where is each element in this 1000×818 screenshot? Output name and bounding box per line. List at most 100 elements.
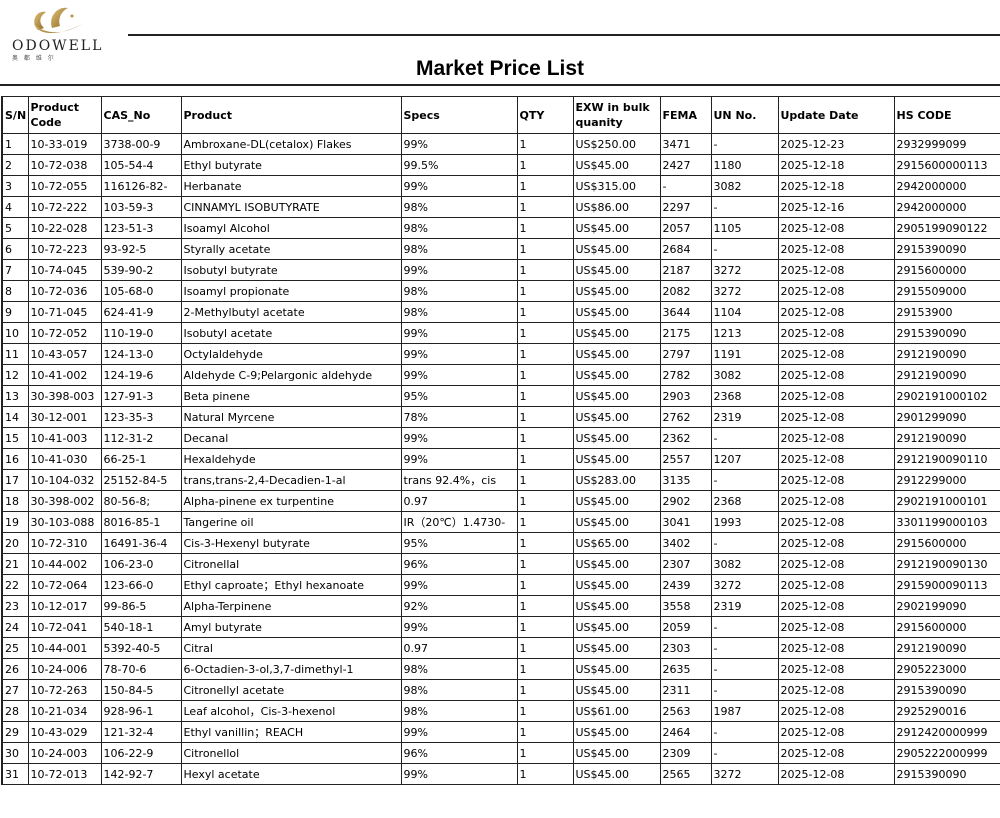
cell-product: Alpha-pinene ex turpentine: [180, 490, 402, 512]
cell-cas-no: 105-54-4: [100, 154, 182, 176]
cell-specs: 98%: [400, 280, 518, 302]
cell-un-no: 1993: [710, 511, 779, 533]
table-row: 7 10-74-045 539-90-2 Isobutyl butyrate 99% 1 U…: [1, 259, 1000, 281]
cell-sn: 6: [1, 238, 29, 260]
cell-exw-price: US$45.00: [572, 616, 661, 638]
cell-hs-code: 2942000000: [893, 175, 1000, 197]
cell-update-date: 2025-12-08: [777, 322, 895, 344]
cell-cas-no: 142-92-7: [100, 763, 182, 785]
cell-product-code: 10-72-222: [27, 196, 102, 218]
cell-sn: 5: [1, 217, 29, 239]
table-row: 5 10-22-028 123-51-3 Isoamyl Alcohol 98% 1 US$…: [1, 217, 1000, 239]
cell-exw-price: US$45.00: [572, 595, 661, 617]
cell-specs: 0.97: [400, 490, 518, 512]
cell-cas-no: 66-25-1: [100, 448, 182, 470]
cell-qty: 1: [516, 175, 574, 197]
cell-un-no: -: [710, 616, 779, 638]
cell-sn: 14: [1, 406, 29, 428]
cell-fema: 2362: [659, 427, 712, 449]
cell-exw-price: US$45.00: [572, 742, 661, 764]
cell-un-no: -: [710, 427, 779, 449]
cell-fema: 2762: [659, 406, 712, 428]
cell-product: Isobutyl butyrate: [180, 259, 402, 281]
cell-un-no: 3082: [710, 175, 779, 197]
cell-fema: 3644: [659, 301, 712, 323]
cell-specs: 95%: [400, 532, 518, 554]
cell-specs: trans 92.4%，cis: [400, 469, 518, 491]
table-row: 3 10-72-055 116126-82- Herbanate 99% 1 US$315.…: [1, 175, 1000, 197]
cell-hs-code: 2915390090: [893, 763, 1000, 785]
cell-sn: 30: [1, 742, 29, 764]
cell-un-no: 2319: [710, 406, 779, 428]
cell-update-date: 2025-12-08: [777, 679, 895, 701]
cell-update-date: 2025-12-08: [777, 742, 895, 764]
cell-exw-price: US$45.00: [572, 259, 661, 281]
cell-product: Herbanate: [180, 175, 402, 197]
cell-sn: 16: [1, 448, 29, 470]
cell-product: Isoamyl propionate: [180, 280, 402, 302]
cell-specs: 78%: [400, 406, 518, 428]
cell-update-date: 2025-12-08: [777, 301, 895, 323]
cell-product: Isobutyl acetate: [180, 322, 402, 344]
table-row: 24 10-72-041 540-18-1 Amyl butyrate 99% 1 US$4…: [1, 616, 1000, 638]
cell-fema: 2303: [659, 637, 712, 659]
cell-un-no: 3272: [710, 763, 779, 785]
cell-qty: 1: [516, 490, 574, 512]
cell-sn: 20: [1, 532, 29, 554]
cell-un-no: 1104: [710, 301, 779, 323]
cell-fema: 2902: [659, 490, 712, 512]
cell-product: Alpha-Terpinene: [180, 595, 402, 617]
cell-update-date: 2025-12-08: [777, 448, 895, 470]
cell-exw-price: US$45.00: [572, 763, 661, 785]
cell-qty: 1: [516, 385, 574, 407]
cell-fema: -: [659, 175, 712, 197]
cell-specs: 99%: [400, 133, 518, 155]
cell-exw-price: US$45.00: [572, 154, 661, 176]
cell-exw-price: US$61.00: [572, 700, 661, 722]
cell-hs-code: 2942000000: [893, 196, 1000, 218]
cell-qty: 1: [516, 280, 574, 302]
cell-product-code: 10-41-003: [27, 427, 102, 449]
cell-un-no: 3082: [710, 364, 779, 386]
cell-sn: 31: [1, 763, 29, 785]
table-row: 6 10-72-223 93-92-5 Styrally acetate 98% 1 US$…: [1, 238, 1000, 260]
cell-exw-price: US$250.00: [572, 133, 661, 155]
cell-cas-no: 624-41-9: [100, 301, 182, 323]
cell-update-date: 2025-12-08: [777, 385, 895, 407]
cell-un-no: -: [710, 196, 779, 218]
cell-cas-no: 123-51-3: [100, 217, 182, 239]
cell-exw-price: US$45.00: [572, 322, 661, 344]
cell-sn: 8: [1, 280, 29, 302]
cell-product-code: 10-12-017: [27, 595, 102, 617]
cell-cas-no: 25152-84-5: [100, 469, 182, 491]
cell-fema: 2427: [659, 154, 712, 176]
cell-specs: 96%: [400, 553, 518, 575]
cell-update-date: 2025-12-08: [777, 364, 895, 386]
cell-sn: 21: [1, 553, 29, 575]
cell-product-code: 10-41-030: [27, 448, 102, 470]
cell-fema: 2439: [659, 574, 712, 596]
cell-sn: 29: [1, 721, 29, 743]
cell-fema: 2565: [659, 763, 712, 785]
cell-hs-code: 2915390090: [893, 679, 1000, 701]
cell-exw-price: US$45.00: [572, 679, 661, 701]
cell-sn: 4: [1, 196, 29, 218]
cell-fema: 2311: [659, 679, 712, 701]
cell-exw-price: US$65.00: [572, 532, 661, 554]
cell-specs: 99%: [400, 322, 518, 344]
cell-un-no: 2368: [710, 490, 779, 512]
cell-product: Ethyl vanillin；REACH: [180, 721, 402, 743]
cell-sn: 11: [1, 343, 29, 365]
cell-qty: 1: [516, 658, 574, 680]
cell-hs-code: 2901299090: [893, 406, 1000, 428]
table-row: 27 10-72-263 150-84-5 Citronellyl acetate 98…: [1, 679, 1000, 701]
table-row: 16 10-41-030 66-25-1 Hexaldehyde 99% 1 US$45.0…: [1, 448, 1000, 470]
cell-hs-code: 2932999099: [893, 133, 1000, 155]
cell-product: Citronellol: [180, 742, 402, 764]
column-header-qty: QTY: [516, 96, 574, 134]
cell-qty: 1: [516, 343, 574, 365]
cell-specs: 96%: [400, 742, 518, 764]
cell-sn: 13: [1, 385, 29, 407]
cell-exw-price: US$45.00: [572, 490, 661, 512]
cell-product: Ethyl butyrate: [180, 154, 402, 176]
